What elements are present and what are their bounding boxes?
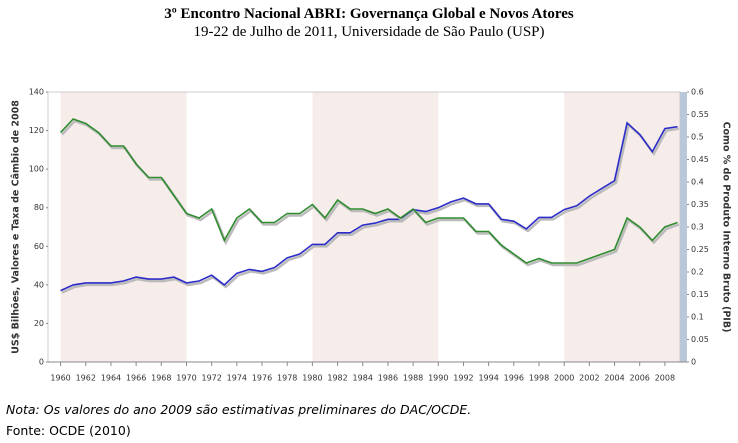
chart: US$ Bilhões, Valores e Taxa de Câmbio de… <box>11 88 732 383</box>
y-tick-label: 80 <box>34 203 44 212</box>
x-tick-label: 1978 <box>277 374 297 383</box>
note: Nota: Os valores do ano 2009 são estimat… <box>6 402 472 417</box>
x-tick-label: 1964 <box>101 374 121 383</box>
series-line <box>60 121 678 292</box>
x-tick-label: 2006 <box>630 374 650 383</box>
shaded-band <box>60 92 187 362</box>
y2-tick-label: 0.1 <box>691 313 704 322</box>
x-tick-label: 1962 <box>76 374 96 383</box>
x-tick-label: 1994 <box>478 374 498 383</box>
x-tick-label: 1988 <box>403 374 423 383</box>
y2-tick-label: 0.45 <box>691 155 709 164</box>
x-tick-label: 1972 <box>201 374 221 383</box>
x-tick-label: 1968 <box>151 374 171 383</box>
y2-tick-label: 0.55 <box>691 110 709 119</box>
x-tick-label: 1960 <box>50 374 70 383</box>
x-tick-label: 1970 <box>176 374 196 383</box>
y2-tick-label: 0 <box>691 358 696 367</box>
y-tick-label: 140 <box>29 88 44 97</box>
x-tick-label: 1992 <box>453 374 473 383</box>
x-tick-label: 1986 <box>378 374 398 383</box>
source: Fonte: OCDE (2010) <box>6 423 131 438</box>
x-tick-label: 1984 <box>353 374 373 383</box>
y2-tick-label: 0.6 <box>691 88 704 97</box>
y2-tick-label: 0.05 <box>691 335 709 344</box>
x-tick-label: 2008 <box>655 374 675 383</box>
y-tick-label: 0 <box>39 358 44 367</box>
x-tick-label: 2002 <box>579 374 599 383</box>
y2-tick-label: 0.35 <box>691 200 709 209</box>
y-axis-label: US$ Bilhões, Valores e Taxa de Câmbio de… <box>11 100 22 354</box>
y-tick-label: 40 <box>34 280 44 289</box>
y2-tick-label: 0.5 <box>691 133 704 142</box>
y2-tick-label: 0.3 <box>691 223 704 232</box>
shaded-band <box>312 92 439 362</box>
x-tick-label: 1990 <box>428 374 448 383</box>
y2-tick-label: 0.15 <box>691 290 709 299</box>
x-tick-label: 2004 <box>604 374 624 383</box>
y-tick-label: 60 <box>34 242 44 251</box>
x-tick-label: 1976 <box>252 374 272 383</box>
x-tick-label: 1998 <box>529 374 549 383</box>
y2-tick-label: 0.25 <box>691 245 709 254</box>
x-tick-label: 1996 <box>504 374 524 383</box>
header-subtitle: 19-22 de Julho de 2011, Universidade de … <box>193 24 545 40</box>
y-tick-label: 20 <box>34 319 44 328</box>
y2-axis-label: Como % do Produto Interno Bruto (PIB) <box>721 122 732 333</box>
x-tick-label: 2000 <box>554 374 574 383</box>
line-shadow <box>61 122 680 294</box>
y2-tick-label: 0.4 <box>691 178 704 187</box>
x-tick-label: 1980 <box>302 374 322 383</box>
x-tick-label: 1982 <box>327 374 347 383</box>
series-line <box>60 118 678 264</box>
x-tick-label: 1974 <box>227 374 247 383</box>
header-title: 3º Encontro Nacional ABRI: Governança Gl… <box>164 6 574 22</box>
y-tick-label: 100 <box>29 165 44 174</box>
y2-tick-label: 0.2 <box>691 268 704 277</box>
x-tick-label: 1966 <box>126 374 146 383</box>
y-tick-label: 120 <box>29 126 44 135</box>
y2-axis-bar <box>680 92 687 362</box>
